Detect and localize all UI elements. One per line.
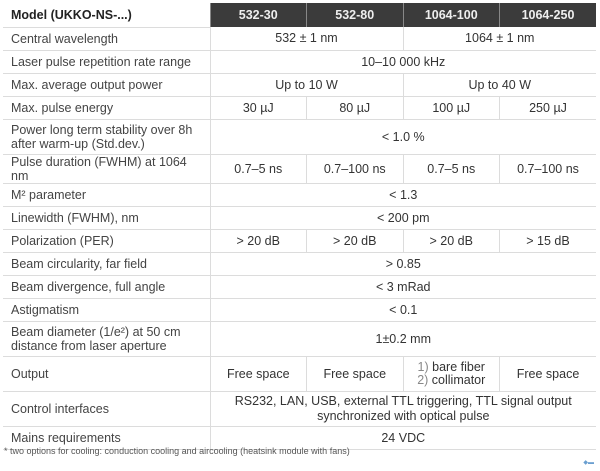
cell: 10–10 000 kHz — [209, 50, 596, 74]
cell: 0.7–5 ns — [402, 154, 500, 184]
table-row: Pulse duration (FWHM) at 1064 nm 0.7–5 n… — [3, 154, 596, 184]
cell: > 20 dB — [209, 229, 307, 253]
table-row: Laser pulse repetition rate range 10–10 … — [3, 50, 596, 74]
option-text: collimator — [431, 372, 486, 387]
table-row: Beam circularity, far field > 0.85 — [3, 252, 596, 276]
label-line: distance from laser aperture — [11, 338, 167, 353]
cell-line: RS232, LAN, USB, external TTL triggering… — [234, 393, 572, 408]
cell: 1) bare fiber 2) collimator — [402, 356, 500, 392]
option-2: 2) collimator — [412, 372, 492, 387]
table-row: Polarization (PER) > 20 dB > 20 dB > 20 … — [3, 229, 596, 253]
table-row: Beam divergence, full angle < 3 mRad — [3, 275, 596, 299]
cell: > 15 dB — [499, 229, 596, 253]
cell: 24 VDC — [209, 426, 596, 450]
cell: > 20 dB — [402, 229, 500, 253]
cell: > 20 dB — [306, 229, 403, 253]
table-row: Max. pulse energy 30 µJ 80 µJ 100 µJ 250… — [3, 96, 596, 120]
row-label: Power long term stability over 8h after w… — [3, 119, 210, 155]
table-row: Control interfaces RS232, LAN, USB, exte… — [3, 391, 596, 427]
model-header: Model (UKKO-NS-...) — [3, 3, 210, 28]
cell: 80 µJ — [306, 96, 403, 120]
table-row: Central wavelength 532 ± 1 nm 1064 ± 1 n… — [3, 27, 596, 51]
cell: RS232, LAN, USB, external TTL triggering… — [209, 391, 596, 427]
row-label: Central wavelength — [3, 27, 210, 51]
row-label: Control interfaces — [3, 391, 210, 427]
cell: Free space — [306, 356, 403, 392]
cell: < 200 pm — [209, 206, 596, 230]
cell: 532 ± 1 nm — [209, 27, 403, 51]
option-number: 2) — [417, 372, 429, 387]
model-532-80: 532-80 — [306, 3, 403, 27]
cell: Up to 40 W — [402, 73, 596, 97]
table-row: Astigmatism < 0.1 — [3, 298, 596, 322]
row-label: Polarization (PER) — [3, 229, 210, 253]
row-label: Max. average output power — [3, 73, 210, 97]
row-label: Beam diameter (1/e²) at 50 cm distance fr… — [3, 321, 210, 357]
cell: 1±0.2 mm — [209, 321, 596, 357]
model-1064-250: 1064-250 — [499, 3, 596, 27]
row-label: Laser pulse repetition rate range — [3, 50, 210, 74]
cell: > 0.85 — [209, 252, 596, 276]
row-label: Beam divergence, full angle — [3, 275, 210, 299]
model-532-30: 532-30 — [209, 3, 307, 27]
cell: 250 µJ — [499, 96, 596, 120]
cell: 0.7–100 ns — [306, 154, 403, 184]
table-row: Mains requirements 24 VDC — [3, 426, 596, 450]
cell-line: synchronized with optical pulse — [317, 408, 490, 423]
row-label: Output — [3, 356, 210, 392]
logo-icon: ◆▬ — [583, 460, 594, 466]
row-label: Pulse duration (FWHM) at 1064 nm — [3, 154, 210, 184]
row-label: Mains requirements — [3, 426, 210, 450]
label-line: Power long term stability over 8h — [11, 122, 193, 137]
cell: 0.7–100 ns — [499, 154, 596, 184]
table-row: Max. average output power Up to 10 W Up … — [3, 73, 596, 97]
model-1064-100: 1064-100 — [402, 3, 500, 27]
cell: < 3 mRad — [209, 275, 596, 299]
option-number: 1) — [417, 359, 429, 374]
cell: 30 µJ — [209, 96, 307, 120]
row-label: Beam circularity, far field — [3, 252, 210, 276]
table-row: M² parameter < 1.3 — [3, 183, 596, 207]
cell: Free space — [209, 356, 307, 392]
cell: 0.7–5 ns — [209, 154, 307, 184]
cell: 1064 ± 1 nm — [402, 27, 596, 51]
cell: Up to 10 W — [209, 73, 403, 97]
label-line: Beam diameter (1/e²) at 50 cm — [11, 324, 181, 339]
row-label: Astigmatism — [3, 298, 210, 322]
row-label: Max. pulse energy — [3, 96, 210, 120]
option-1: 1) bare fiber — [412, 359, 492, 374]
row-label: M² parameter — [3, 183, 210, 207]
table-row: Linewidth (FWHM), nm < 200 pm — [3, 206, 596, 230]
table-row: Beam diameter (1/e²) at 50 cm distance fr… — [3, 321, 596, 357]
cell: < 1.3 — [209, 183, 596, 207]
cell: < 1.0 % — [209, 119, 596, 155]
label-line: after warm-up (Std.dev.) — [11, 136, 145, 151]
cell: 100 µJ — [402, 96, 500, 120]
option-text: bare fiber — [432, 359, 485, 374]
footnote: * two options for cooling: conduction co… — [4, 446, 350, 456]
table-row: Power long term stability over 8h after w… — [3, 119, 596, 155]
table-row: Output Free space Free space 1) bare fib… — [3, 356, 596, 392]
row-label: Linewidth (FWHM), nm — [3, 206, 210, 230]
cell: Free space — [499, 356, 596, 392]
spec-table: Model (UKKO-NS-...) 532-30 532-80 1064-1… — [3, 3, 596, 450]
header-row: Model (UKKO-NS-...) 532-30 532-80 1064-1… — [3, 3, 596, 28]
cell: < 0.1 — [209, 298, 596, 322]
